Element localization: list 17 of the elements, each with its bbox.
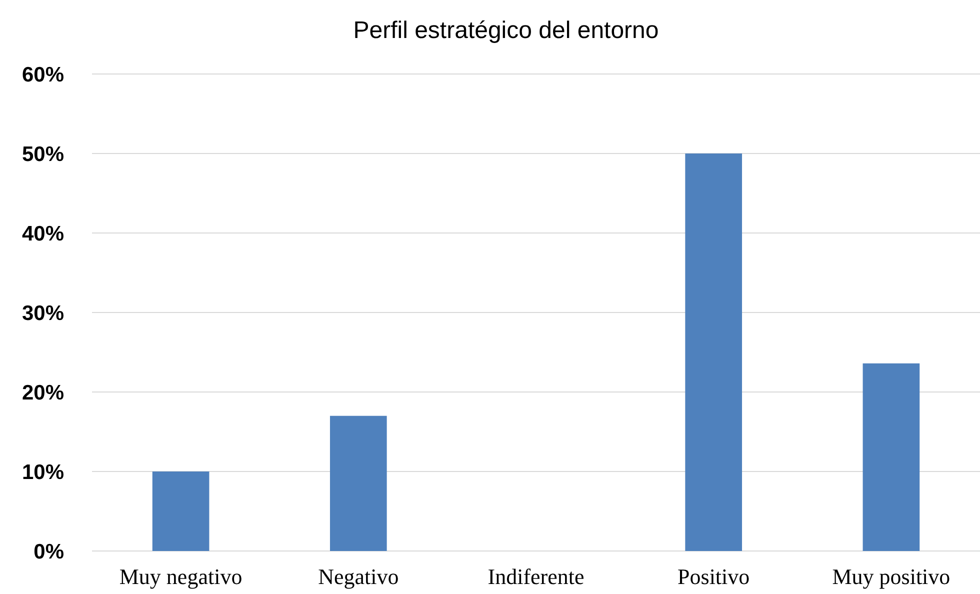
chart-title: Perfil estratégico del entorno: [353, 17, 659, 44]
bar: [685, 154, 742, 551]
y-tick-label: 0%: [34, 540, 64, 564]
x-tick-label: Muy negativo: [119, 564, 242, 589]
bar: [862, 363, 920, 551]
bar: [152, 472, 210, 551]
x-tick-label: Positivo: [678, 564, 750, 589]
y-tick-label: 10%: [22, 460, 64, 484]
x-tick-label: Muy positivo: [832, 564, 950, 589]
x-tick-label: Negativo: [318, 564, 399, 589]
y-tick-label: 50%: [22, 142, 64, 166]
y-tick-label: 60%: [22, 63, 64, 86]
x-tick-label: Indiferente: [488, 564, 584, 589]
y-tick-label: 30%: [22, 302, 64, 325]
y-tick-label: 20%: [22, 381, 64, 404]
bar: [330, 416, 387, 551]
y-tick-label: 40%: [22, 222, 64, 246]
